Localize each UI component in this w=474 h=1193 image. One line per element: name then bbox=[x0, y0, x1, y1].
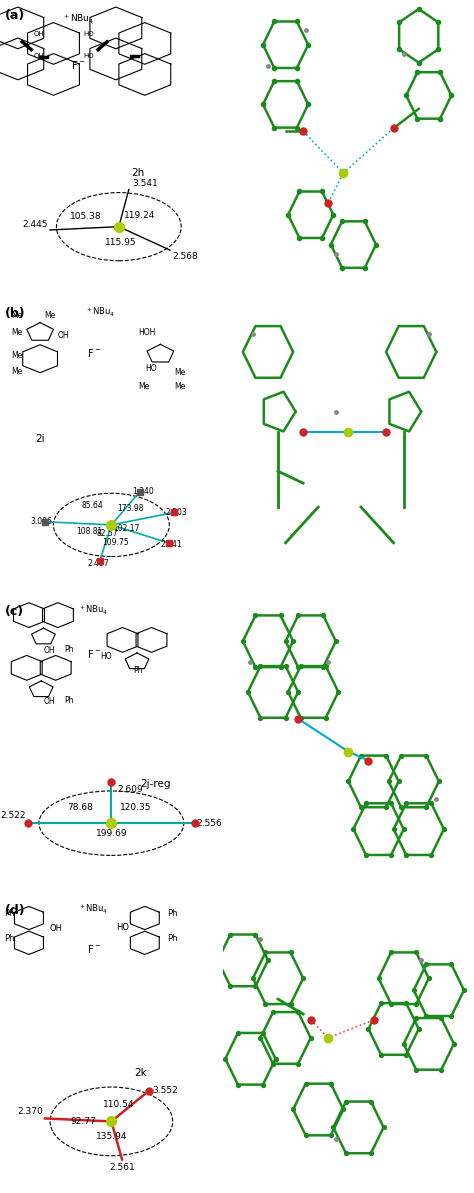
Text: $^+$NBu$_4$: $^+$NBu$_4$ bbox=[78, 902, 109, 916]
Text: 2.556: 2.556 bbox=[197, 818, 222, 828]
Text: Me: Me bbox=[11, 351, 22, 360]
Text: 2.041: 2.041 bbox=[160, 540, 182, 549]
Text: 119.24: 119.24 bbox=[124, 211, 155, 220]
Text: 82.57: 82.57 bbox=[97, 530, 118, 538]
Text: 2.303: 2.303 bbox=[165, 508, 187, 517]
Text: OH: OH bbox=[33, 52, 44, 58]
Text: F$^-$: F$^-$ bbox=[87, 648, 100, 660]
Text: (a): (a) bbox=[5, 8, 25, 21]
Text: 1.340: 1.340 bbox=[132, 487, 154, 496]
Text: $^+$NBu$_4$: $^+$NBu$_4$ bbox=[62, 12, 94, 25]
Text: Me: Me bbox=[174, 382, 185, 391]
Text: Me: Me bbox=[174, 369, 185, 377]
Text: 2.561: 2.561 bbox=[109, 1163, 135, 1172]
Text: Ph: Ph bbox=[133, 667, 143, 675]
Text: 105.38: 105.38 bbox=[70, 212, 101, 221]
Text: Ph: Ph bbox=[64, 644, 74, 654]
Text: OH: OH bbox=[43, 697, 55, 706]
Text: 2k: 2k bbox=[135, 1069, 147, 1078]
Text: Me: Me bbox=[138, 382, 149, 391]
Text: 2.370: 2.370 bbox=[17, 1107, 43, 1115]
Text: 92.77: 92.77 bbox=[71, 1118, 96, 1126]
Text: 85.64: 85.64 bbox=[82, 501, 104, 509]
Text: Ph: Ph bbox=[64, 696, 74, 705]
Text: F$^-$: F$^-$ bbox=[71, 60, 85, 72]
Text: 115.95: 115.95 bbox=[105, 237, 137, 247]
Text: HO: HO bbox=[83, 52, 93, 58]
Text: (d): (d) bbox=[5, 904, 26, 916]
Text: OH: OH bbox=[43, 647, 55, 655]
Text: 78.68: 78.68 bbox=[67, 803, 93, 812]
Text: 173.98: 173.98 bbox=[117, 503, 143, 513]
Text: 3.541: 3.541 bbox=[133, 179, 158, 188]
Text: Me: Me bbox=[11, 310, 22, 320]
Text: Me: Me bbox=[45, 310, 56, 320]
Text: 120.35: 120.35 bbox=[120, 803, 151, 812]
Text: 135.94: 135.94 bbox=[96, 1132, 127, 1141]
Text: 2.609: 2.609 bbox=[117, 785, 143, 795]
Text: HOH: HOH bbox=[138, 328, 155, 336]
Text: OH: OH bbox=[49, 925, 62, 933]
Text: HO: HO bbox=[116, 923, 129, 932]
Text: 2.445: 2.445 bbox=[23, 220, 48, 229]
Text: 2j-reg: 2j-reg bbox=[141, 779, 171, 789]
Text: Ph: Ph bbox=[4, 909, 15, 917]
Text: HO: HO bbox=[100, 653, 111, 661]
Text: OH: OH bbox=[33, 31, 44, 37]
Text: 2.522: 2.522 bbox=[0, 811, 26, 821]
Text: 199.69: 199.69 bbox=[96, 829, 127, 837]
Text: Ph: Ph bbox=[167, 909, 178, 917]
Text: 3.552: 3.552 bbox=[152, 1087, 178, 1095]
Text: 2i: 2i bbox=[35, 434, 45, 444]
Text: 102.17: 102.17 bbox=[113, 524, 139, 532]
Text: 109.75: 109.75 bbox=[102, 538, 128, 546]
Text: 110.54: 110.54 bbox=[103, 1100, 135, 1109]
Text: (b): (b) bbox=[5, 307, 26, 320]
Text: $^+$NBu$_4$: $^+$NBu$_4$ bbox=[78, 604, 109, 618]
Text: 2.497: 2.497 bbox=[87, 560, 109, 568]
Text: HO: HO bbox=[83, 31, 93, 37]
Text: 108.81: 108.81 bbox=[76, 526, 102, 536]
Text: (c): (c) bbox=[5, 606, 24, 618]
Text: Me: Me bbox=[11, 328, 22, 336]
Text: Ph: Ph bbox=[167, 934, 178, 942]
Text: Me: Me bbox=[11, 366, 22, 376]
Text: 2h: 2h bbox=[131, 168, 144, 178]
Text: OH: OH bbox=[58, 330, 70, 340]
Text: HO: HO bbox=[145, 364, 156, 372]
Text: Ph: Ph bbox=[4, 934, 15, 942]
Text: $^+$NBu$_4$: $^+$NBu$_4$ bbox=[85, 305, 116, 320]
Text: 2.568: 2.568 bbox=[172, 253, 198, 261]
Text: F$^-$: F$^-$ bbox=[87, 942, 100, 956]
Text: F$^-$: F$^-$ bbox=[87, 346, 100, 359]
Text: 3.006: 3.006 bbox=[30, 518, 52, 526]
